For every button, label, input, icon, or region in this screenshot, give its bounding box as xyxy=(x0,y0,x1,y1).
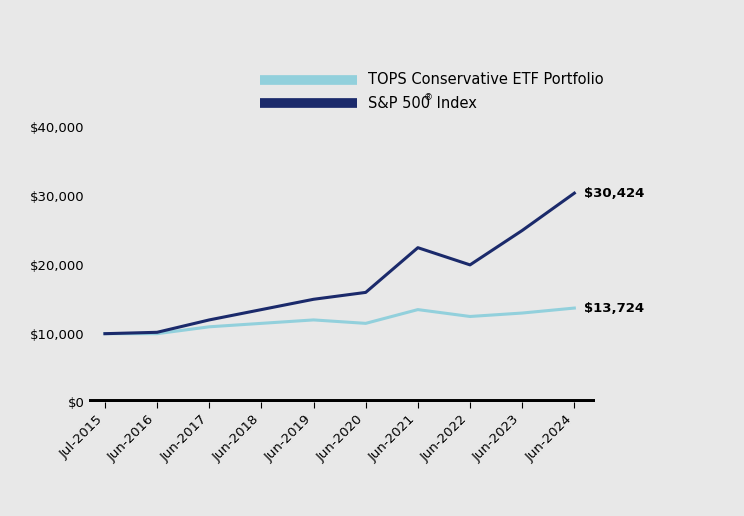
Text: $13,724: $13,724 xyxy=(584,301,644,315)
Text: Index: Index xyxy=(432,95,476,111)
Text: TOPS Conservative ETF Portfolio: TOPS Conservative ETF Portfolio xyxy=(368,72,604,88)
Text: ®: ® xyxy=(424,93,433,103)
Text: S&P 500: S&P 500 xyxy=(368,95,431,111)
Text: $30,424: $30,424 xyxy=(584,187,644,200)
